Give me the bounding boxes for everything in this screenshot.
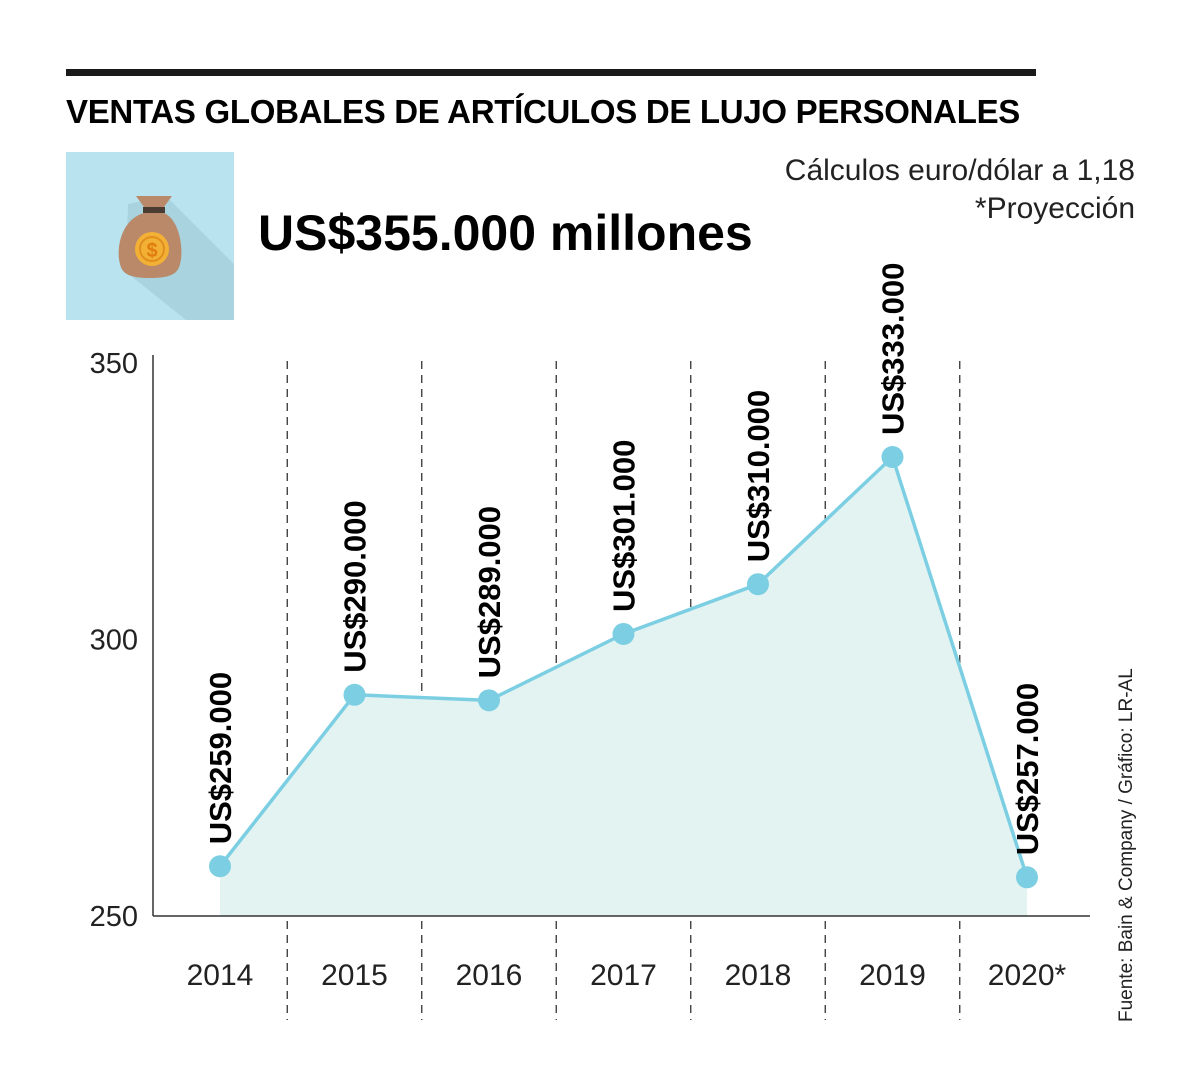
data-label: US$301.000	[607, 440, 642, 612]
chart-note: Cálculos euro/dólar a 1,18 *Proyección	[785, 152, 1135, 228]
note-projection: *Proyección	[974, 192, 1135, 225]
svg-text:$: $	[146, 240, 157, 262]
data-label: US$257.000	[1010, 683, 1045, 855]
x-tick-label: 2019	[859, 959, 926, 992]
y-tick-labels: 250 300 350	[90, 348, 138, 933]
data-labels: US$259.000 US$290.000 US$289.000 US$301.000…	[203, 263, 1045, 856]
data-point	[343, 683, 366, 706]
x-tick-labels: 2014 2015 2016 2017 2018 2019 2020*	[187, 959, 1067, 992]
data-point	[881, 446, 904, 469]
x-tick-label: 2018	[725, 959, 792, 992]
headline-value: US$355.000 millones	[258, 205, 753, 261]
x-tick-label: 2015	[321, 959, 388, 992]
data-label: US$289.000	[472, 506, 507, 678]
bag-neck	[136, 196, 172, 207]
data-point	[209, 855, 231, 878]
data-point	[1016, 866, 1038, 889]
top-rule	[66, 69, 1036, 76]
bag-tie	[143, 207, 165, 213]
chart-title: VENTAS GLOBALES DE ARTÍCULOS DE LUJO PER…	[66, 93, 1020, 130]
data-label: US$259.000	[203, 672, 238, 844]
data-points	[209, 446, 1038, 889]
data-label: US$290.000	[338, 500, 373, 672]
area-fill	[220, 457, 1027, 916]
x-tick-label: 2020*	[988, 959, 1067, 992]
data-label: US$333.000	[876, 263, 911, 435]
data-point	[747, 573, 769, 596]
y-tick-label: 300	[90, 625, 138, 657]
data-point	[612, 622, 635, 645]
note-exchange-rate: Cálculos euro/dólar a 1,18	[784, 154, 1135, 187]
data-label: US$310.000	[741, 390, 776, 562]
x-tick-label: 2017	[590, 959, 657, 992]
money-bag-icon-graphic: $	[118, 196, 234, 320]
source-credit: Fuente: Bain & Company / Gráfico: LR-AL	[1116, 668, 1137, 1022]
y-tick-label: 250	[90, 901, 138, 933]
x-tick-label: 2016	[456, 959, 523, 992]
data-point	[478, 689, 500, 712]
y-tick-label: 350	[90, 348, 138, 380]
x-tick-label: 2014	[187, 959, 254, 992]
money-bag-icon: $	[66, 152, 234, 320]
